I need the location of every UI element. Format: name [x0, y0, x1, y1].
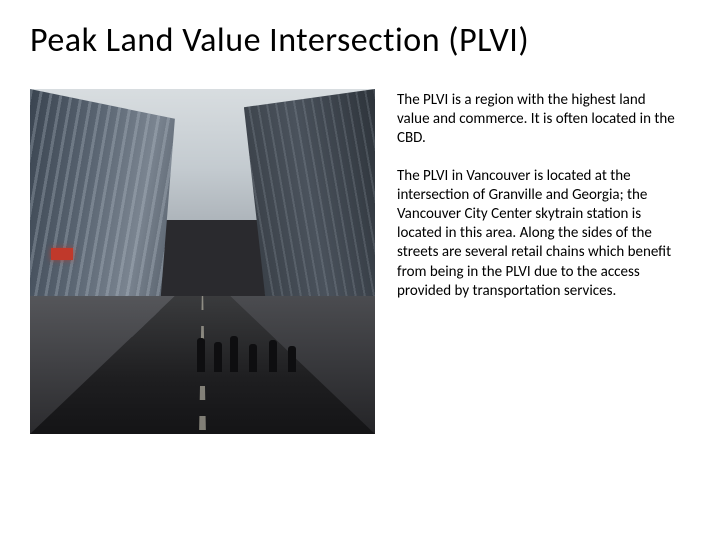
paragraph-2: The PLVI in Vancouver is located at the … [397, 167, 680, 301]
pedestrian [249, 344, 257, 372]
store-sign [51, 248, 73, 260]
pedestrian [197, 338, 205, 372]
pedestrian [269, 340, 277, 372]
pedestrian [230, 336, 238, 372]
paragraph-1: The PLVI is a region with the highest la… [397, 91, 680, 149]
slide: Peak Land Value Intersection (PLVI) The … [0, 0, 720, 540]
text-column: The PLVI is a region with the highest la… [397, 89, 690, 319]
pedestrian [288, 346, 296, 372]
page-title: Peak Land Value Intersection (PLVI) [30, 20, 690, 61]
pedestrian [214, 342, 222, 372]
content-row: The PLVI is a region with the highest la… [30, 89, 690, 434]
building-right [244, 89, 375, 317]
street-photo [30, 89, 375, 434]
pedestrians [189, 303, 327, 372]
